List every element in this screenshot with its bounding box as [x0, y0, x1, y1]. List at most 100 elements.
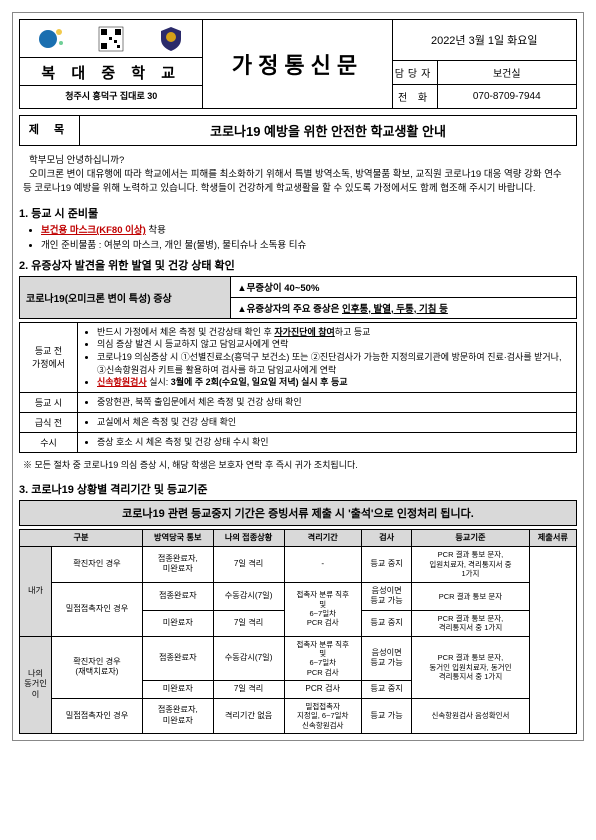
doc-type-title: 가정통신문: [203, 20, 392, 108]
table-row: 나의동거인이 확진자인 경우(재택치료자) 접종완료자 수동감시(7일) 접촉자…: [20, 636, 577, 681]
symptom-r2b: 인후통, 발열, 두통, 기침 등: [342, 304, 448, 315]
guide-row-arrive: 등교 시 중앙현관, 북쪽 출입문에서 체온 측정 및 건강 상태 확인: [20, 392, 577, 412]
th-0: 구분: [20, 529, 143, 547]
cell: 등교 중지: [361, 547, 411, 582]
symptom-r1-text: ▲무증상이 40~50%: [237, 283, 319, 294]
guide-v-home: 반드시 가정에서 체온 측정 및 건강상태 확인 후 자가진단에 참여하고 등교…: [78, 322, 577, 392]
guide-k-home: 등교 전가정에서: [20, 322, 78, 392]
guide-home-1: 반드시 가정에서 체온 측정 및 건강상태 확인 후 자가진단에 참여하고 등교: [97, 326, 571, 339]
cell: PCR 결과 통보 문자: [412, 582, 529, 610]
guide-row-home: 등교 전가정에서 반드시 가정에서 체온 측정 및 건강상태 확인 후 자가진단…: [20, 322, 577, 392]
cell: 수동감시(7일): [213, 582, 284, 610]
group-label-household: 나의동거인이: [20, 636, 52, 733]
contact-val: 보건실: [438, 61, 576, 84]
intro-p2: 오미크론 변이 대유행에 따라 학교에서는 피해를 최소화하기 위해서 특별 방…: [23, 168, 573, 196]
document-frame: 복 대 중 학 교 청주시 흥덕구 집대로 30 가정통신문 2022년 3월 …: [12, 12, 584, 741]
guide-v-anytime: 증상 호소 시 체온 측정 및 건강 상태 수시 확인: [78, 432, 577, 452]
cell: 밀접접촉자지정일, 6~7일차신속항원검사: [284, 698, 361, 733]
cell: 수동감시(7일): [213, 636, 284, 681]
school-name: 복 대 중 학 교: [20, 58, 202, 86]
cell: 밀접접촉자인 경우: [52, 582, 143, 636]
th-3: 격리기간: [284, 529, 361, 547]
phone-key: 전 화: [393, 85, 438, 108]
cell: -: [284, 547, 361, 582]
sec1-item1: 보건용 마스크(KF80 이상) 착용: [41, 224, 577, 238]
intro-p1: 학부모님 안녕하십니까?: [23, 154, 573, 168]
phone-val: 070-8709-7944: [438, 87, 576, 106]
group-label-self: 내가: [20, 547, 52, 636]
symptom-r1: ▲무증상이 40~50%: [231, 277, 576, 298]
cell: 음성이면등교 가능: [361, 636, 411, 681]
symptom-r2a: ▲유증상자의 주요 증상은: [237, 304, 342, 315]
cell: 등교 중지: [361, 610, 411, 636]
cell: 접종완료자,미완료자: [142, 698, 213, 733]
guide-row-meal: 급식 전 교실에서 체온 측정 및 건강 상태 확인: [20, 412, 577, 432]
cell: 확진자인 경우: [52, 547, 143, 582]
guide-home-3: 코로나19 의심증상 시 ①선별진료소(흥덕구 보건소) 또는 ②진단검사가 가…: [97, 351, 571, 376]
sec1-list: 보건용 마스크(KF80 이상) 착용 개인 준비물품 : 여분의 마스크, 개…: [19, 224, 577, 253]
doc-date: 2022년 3월 1일 화요일: [393, 20, 576, 61]
guide-home-4: 신속항원검사 실시: 3월에 주 2회(수요일, 일요일 저녁) 실시 후 등교: [97, 376, 571, 389]
header-right: 2022년 3월 1일 화요일 담당자 보건실 전 화 070-8709-794…: [393, 20, 576, 108]
title-label: 제 목: [20, 116, 80, 145]
table-row: 내가 확진자인 경우 접종완료자,미완료자 7일 격리 - 등교 중지 PCR …: [20, 547, 577, 582]
guide-k-anytime: 수시: [20, 432, 78, 452]
cell: PCR 검사: [284, 681, 361, 699]
guide-k-arrive: 등교 시: [20, 392, 78, 412]
intro-text: 학부모님 안녕하십니까? 오미크론 변이 대유행에 따라 학교에서는 피해를 최…: [19, 152, 577, 201]
cell: 미완료자: [142, 610, 213, 636]
guide-v-meal: 교실에서 체온 측정 및 건강 상태 확인: [78, 412, 577, 432]
sec1-item2: 개인 준비물품 : 여분의 마스크, 개인 물(물병), 물티슈나 소독용 티슈: [41, 239, 577, 253]
sec3-heading: 3. 코로나19 상황별 격리기간 및 등교기준: [19, 481, 577, 497]
cell: 음성이면등교 가능: [361, 582, 411, 610]
guide-v-arrive: 중앙현관, 북쪽 출입문에서 체온 측정 및 건강 상태 확인: [78, 392, 577, 412]
cell: 접종완료자,미완료자: [142, 547, 213, 582]
contact-key: 담당자: [393, 61, 438, 84]
cell: 등교 중지: [361, 681, 411, 699]
th-1: 방역당국 통보: [142, 529, 213, 547]
logo-1: [38, 25, 66, 53]
symptom-desc: ▲무증상이 40~50% ▲유증상자의 주요 증상은 인후통, 발열, 두통, …: [231, 277, 576, 318]
cell: 접촉자 분류 직후및6~7일차PCR 검사: [284, 582, 361, 636]
header-phone-row: 전 화 070-8709-7944: [393, 84, 576, 108]
cell: 7일 격리: [213, 547, 284, 582]
guide-k-meal: 급식 전: [20, 412, 78, 432]
cell: 격리기간 없음: [213, 698, 284, 733]
header: 복 대 중 학 교 청주시 흥덕구 집대로 30 가정통신문 2022년 3월 …: [19, 19, 577, 109]
header-contact-row: 담당자 보건실: [393, 61, 576, 84]
sec1-heading: 1. 등교 시 준비물: [19, 205, 577, 221]
symptom-label: 코로나19(오미크론 변이 특성) 증상: [20, 277, 231, 318]
cell: PCR 결과 통보 문자,동거인 입원치료자, 동거인격리통지서 중 1가지: [412, 636, 529, 698]
school-address: 청주시 흥덕구 집대로 30: [20, 86, 202, 105]
cell: PCR 결과 통보 문자,입원치료자, 격리통지서 중1가지: [412, 547, 529, 582]
cell: 확진자인 경우(재택치료자): [52, 636, 143, 698]
cell: 접촉자 분류 직후및6~7일차PCR 검사: [284, 636, 361, 681]
th-5: 등교기준: [412, 529, 529, 547]
logo-shield: [157, 25, 185, 53]
cell: 7일 격리: [213, 681, 284, 699]
table-header-row: 구분 방역당국 통보 나의 접종상황 격리기간 검사 등교기준 제출서류: [20, 529, 577, 547]
table-row: 밀접접촉자인 경우 접종완료자,미완료자 격리기간 없음 밀접접촉자지정일, 6…: [20, 698, 577, 733]
sec1-item1-red: 보건용 마스크(KF80 이상): [41, 225, 146, 236]
cell: 접종완료자: [142, 582, 213, 610]
table-row: 밀접접촉자인 경우 접종완료자 수동감시(7일) 접촉자 분류 직후및6~7일차…: [20, 582, 577, 610]
guide-home-2: 의심 증상 발견 시 등교하지 않고 담임교사에게 연락: [97, 338, 571, 351]
th-2: 나의 접종상황: [213, 529, 284, 547]
symptom-r2: ▲유증상자의 주요 증상은 인후통, 발열, 두통, 기침 등: [231, 298, 576, 318]
quarantine-table: 구분 방역당국 통보 나의 접종상황 격리기간 검사 등교기준 제출서류 내가 …: [19, 529, 577, 734]
guidance-table: 등교 전가정에서 반드시 가정에서 체온 측정 및 건강상태 확인 후 자가진단…: [19, 322, 577, 453]
sec3-banner: 코로나19 관련 등교중지 기간은 증빙서류 제출 시 '출석'으로 인정처리 …: [19, 500, 577, 526]
title-text: 코로나19 예방을 위한 안전한 학교생활 안내: [80, 116, 576, 145]
cell: 미완료자: [142, 681, 213, 699]
cell: 7일 격리: [213, 610, 284, 636]
symptom-box: 코로나19(오미크론 변이 특성) 증상 ▲무증상이 40~50% ▲유증상자의…: [19, 276, 577, 319]
title-row: 제 목 코로나19 예방을 위한 안전한 학교생활 안내: [19, 115, 577, 146]
header-logos: [20, 20, 202, 58]
th-4: 검사: [361, 529, 411, 547]
sec2-note: ※ 모든 절차 중 코로나19 의심 증상 시, 해당 학생은 보호자 연락 후…: [19, 456, 577, 477]
header-left: 복 대 중 학 교 청주시 흥덕구 집대로 30: [20, 20, 203, 108]
cell: 등교 가능: [361, 698, 411, 733]
sec2-heading: 2. 유증상자 발견을 위한 발열 및 건강 상태 확인: [19, 257, 577, 273]
cell: 접종완료자: [142, 636, 213, 681]
logo-qr: [97, 25, 125, 53]
